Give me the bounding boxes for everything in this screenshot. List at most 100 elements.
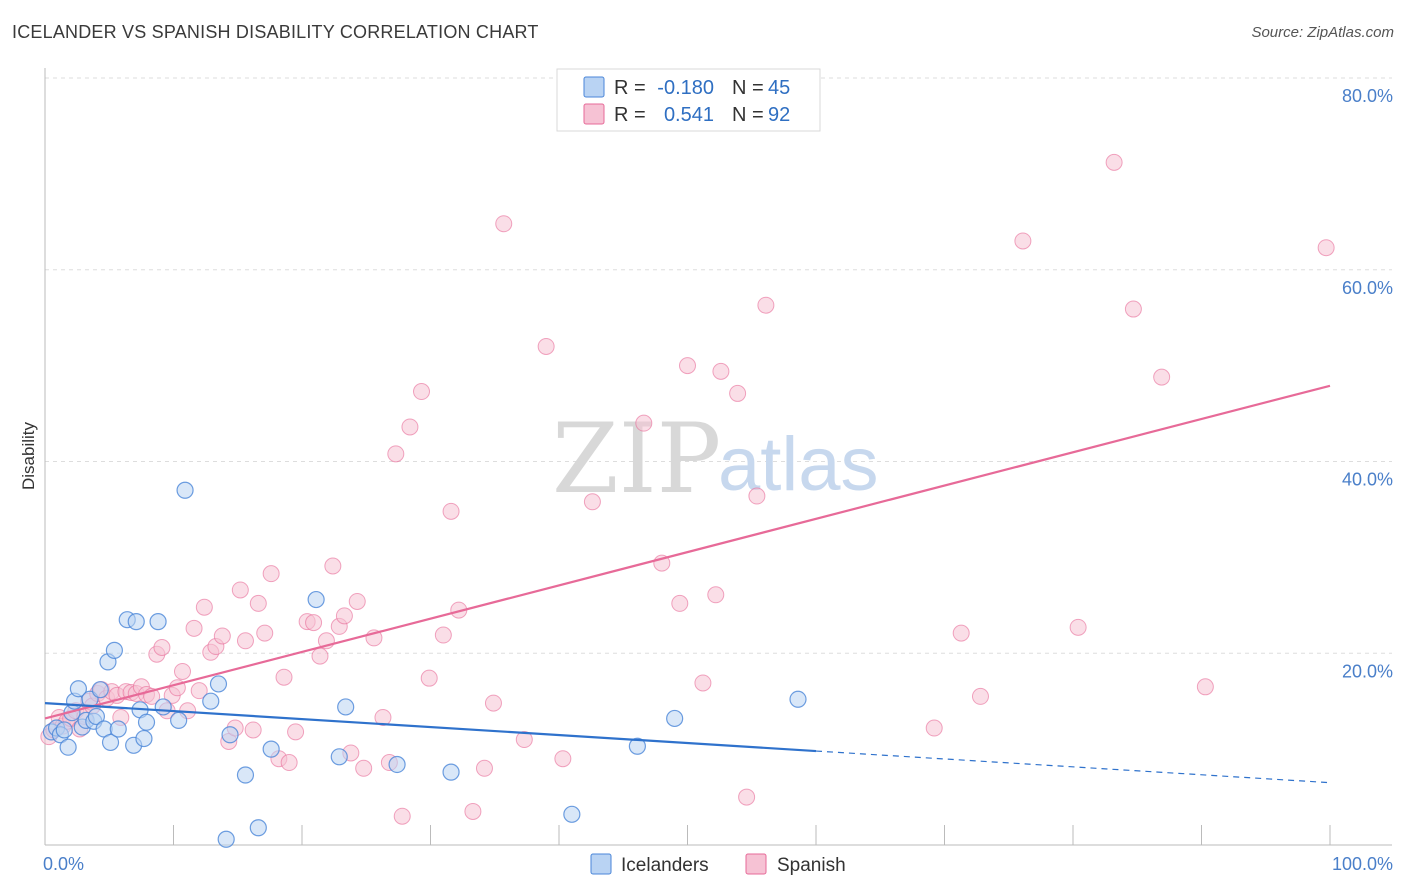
spanish-point-45 bbox=[275, 668, 293, 686]
spanish-point-56 bbox=[348, 592, 366, 610]
spanish-point-74 bbox=[537, 337, 555, 355]
legend-r-label-2: R = bbox=[614, 104, 646, 126]
spanish-point-41 bbox=[249, 594, 267, 612]
x-tick-labels: 0.0% 100.0% bbox=[43, 854, 1393, 874]
spanish-point-69 bbox=[464, 802, 482, 820]
icelanders-point-4 bbox=[59, 738, 77, 756]
spanish-point-82 bbox=[707, 586, 725, 604]
spanish-point-39 bbox=[236, 632, 254, 650]
spanish-point-24 bbox=[153, 638, 171, 656]
spanish-point-75 bbox=[554, 750, 572, 768]
icelanders-point-16 bbox=[101, 733, 120, 752]
spanish-point-30 bbox=[185, 619, 203, 637]
y-tick-label-3: 80.0% bbox=[1342, 86, 1393, 106]
spanish-point-80 bbox=[679, 357, 696, 375]
watermark: ZIP atlas bbox=[552, 403, 879, 515]
spanish-point-57 bbox=[355, 759, 373, 777]
spanish-point-76 bbox=[583, 493, 601, 511]
spanish-point-62 bbox=[393, 807, 411, 825]
spanish-point-86 bbox=[748, 487, 766, 505]
spanish-point-88 bbox=[925, 719, 943, 737]
icelanders-point-29 bbox=[202, 692, 220, 710]
spanish-point-85 bbox=[738, 788, 756, 806]
icelanders-point-36 bbox=[307, 590, 325, 609]
icelanders-point-40 bbox=[442, 763, 460, 781]
icelanders-point-7 bbox=[69, 680, 88, 698]
icelanders-point-41 bbox=[563, 805, 581, 823]
icelanders-trend-line bbox=[44, 702, 817, 753]
spanish-point-73 bbox=[515, 731, 533, 749]
x-tick-label-1: 100.0% bbox=[1332, 854, 1393, 874]
icelanders-point-24 bbox=[137, 713, 156, 731]
spanish-point-32 bbox=[195, 598, 213, 616]
icelanders-point-35 bbox=[262, 740, 280, 758]
icelanders-point-28 bbox=[176, 481, 194, 499]
y-tick-label-1: 40.0% bbox=[1342, 470, 1393, 490]
icelanders-point-42 bbox=[628, 737, 646, 755]
spanish-point-28 bbox=[173, 662, 191, 680]
y-tick-label-0: 20.0% bbox=[1342, 661, 1393, 681]
spanish-point-83 bbox=[712, 362, 730, 380]
chart-title: ICELANDER VS SPANISH DISABILITY CORRELAT… bbox=[12, 22, 539, 42]
icelanders-point-27 bbox=[170, 711, 188, 729]
icelanders-point-13 bbox=[91, 681, 109, 699]
spanish-point-84 bbox=[729, 384, 747, 402]
icelanders-point-31 bbox=[217, 830, 235, 848]
spanish-point-49 bbox=[305, 614, 323, 632]
icelanders-point-43 bbox=[666, 709, 684, 728]
legend-n-label-2: N = bbox=[732, 104, 764, 126]
spanish-point-97 bbox=[1317, 239, 1335, 257]
spanish-point-71 bbox=[484, 694, 502, 712]
spanish-point-59 bbox=[374, 708, 392, 726]
spanish-point-89 bbox=[952, 624, 970, 642]
y-axis-title: Disability bbox=[19, 421, 38, 490]
icelanders-point-17 bbox=[105, 641, 123, 659]
spanish-point-79 bbox=[671, 594, 689, 612]
legend-n-value-2: 92 bbox=[768, 104, 790, 126]
spanish-point-63 bbox=[401, 418, 419, 436]
spanish-point-35 bbox=[213, 627, 231, 645]
icelanders-point-30 bbox=[209, 675, 228, 693]
spanish-point-50 bbox=[311, 647, 329, 665]
legend-r-label-1: R = bbox=[614, 77, 646, 99]
icelanders-point-34 bbox=[249, 819, 267, 837]
correlation-legend: R = -0.180 N = 45 R = 0.541 N = 92 bbox=[556, 68, 821, 132]
spanish-point-90 bbox=[971, 687, 989, 705]
y-tick-labels: 20.0% 40.0% 60.0% 80.0% bbox=[1342, 86, 1393, 681]
spanish-point-43 bbox=[262, 565, 280, 583]
spanish-point-66 bbox=[434, 626, 452, 644]
bottom-legend-swatch-icelanders bbox=[590, 853, 612, 875]
series-legend: Icelanders Spanish bbox=[590, 853, 846, 876]
spanish-point-52 bbox=[324, 557, 342, 575]
icelanders-point-25 bbox=[149, 613, 167, 631]
spanish-point-94 bbox=[1124, 300, 1142, 318]
spanish-point-46 bbox=[280, 754, 298, 772]
icelanders-point-18 bbox=[109, 720, 127, 738]
icelanders-point-12 bbox=[87, 707, 106, 726]
legend-r-value-2: 0.541 bbox=[664, 104, 714, 126]
legend-n-label-1: N = bbox=[732, 77, 764, 99]
icelanders-point-23 bbox=[135, 729, 153, 748]
spanish-point-91 bbox=[1014, 232, 1032, 250]
spanish-point-61 bbox=[387, 445, 405, 463]
icelanders-point-39 bbox=[388, 755, 406, 774]
spanish-point-42 bbox=[256, 624, 274, 642]
icelanders-point-33 bbox=[236, 766, 255, 784]
spanish-point-38 bbox=[231, 581, 249, 599]
spanish-point-72 bbox=[495, 215, 513, 233]
spanish-point-65 bbox=[420, 669, 438, 687]
source-label: Source: ZipAtlas.com bbox=[1251, 24, 1394, 41]
spanish-point-64 bbox=[413, 383, 431, 401]
icelanders-point-21 bbox=[127, 613, 145, 631]
spanish-point-67 bbox=[442, 502, 460, 520]
spanish-point-31 bbox=[190, 682, 208, 700]
legend-swatch-icelanders bbox=[583, 76, 605, 98]
axes bbox=[44, 68, 1392, 846]
icelanders-point-38 bbox=[337, 698, 355, 716]
trend-lines bbox=[44, 384, 1331, 784]
icelanders-point-32 bbox=[221, 726, 239, 744]
spanish-point-40 bbox=[244, 721, 262, 739]
legend-r-value-1: -0.180 bbox=[657, 77, 714, 99]
spanish-trend-line bbox=[44, 384, 1331, 720]
